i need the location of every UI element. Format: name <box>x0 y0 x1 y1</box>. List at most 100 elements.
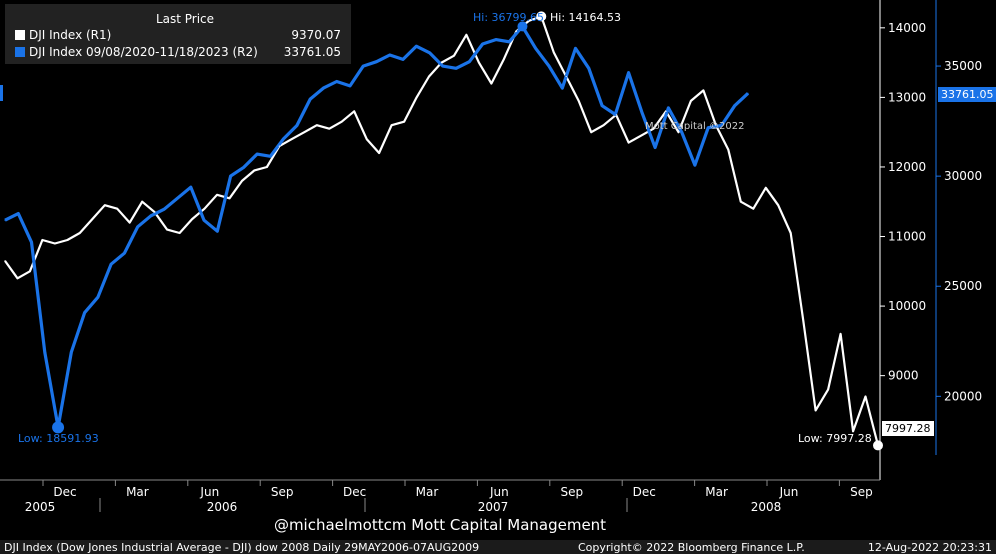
point-white <box>503 58 505 60</box>
point-blue <box>216 230 218 232</box>
point-white <box>191 218 193 220</box>
point-blue <box>309 98 311 100</box>
point-white <box>391 124 393 126</box>
point-blue <box>654 146 656 149</box>
legend-value-r2: 33761.05 <box>283 45 341 59</box>
point-white <box>677 131 680 133</box>
watermark-label: Mott Capital ©2022 <box>645 121 745 132</box>
point-blue <box>482 43 484 45</box>
point-blue <box>123 252 126 254</box>
point-white <box>16 277 19 279</box>
point-blue <box>190 186 192 188</box>
point-white <box>690 100 692 102</box>
point-blue <box>495 39 497 41</box>
point-white <box>665 110 667 112</box>
point-white <box>378 152 380 154</box>
point-white <box>752 208 754 210</box>
x-month-label: Jun <box>779 485 799 499</box>
point-white <box>66 239 68 241</box>
point-white <box>565 75 567 78</box>
axis-r1-tick-label: 9000 <box>888 369 919 383</box>
point-white <box>166 228 168 231</box>
axis-r1-tick-label: 12000 <box>888 160 926 174</box>
x-year-label: 2008 <box>751 500 782 514</box>
point-blue <box>614 113 616 116</box>
point-white <box>428 75 430 78</box>
axis-r1-tick-label: 10000 <box>888 299 926 313</box>
x-month-label: Mar <box>126 485 149 499</box>
point-blue <box>336 80 338 83</box>
plot-area <box>0 0 880 480</box>
low-white-label: Low: 7997.28 <box>798 432 872 445</box>
hi-white-label: Hi: 14164.53 <box>550 11 622 24</box>
point-blue <box>4 219 6 221</box>
point-white <box>291 138 293 140</box>
point-white <box>241 180 243 182</box>
point-white <box>478 62 480 64</box>
point-blue <box>535 47 537 50</box>
point-white <box>440 62 443 64</box>
point-blue <box>163 208 165 210</box>
legend-swatch-white <box>15 30 25 40</box>
x-month-label: Sep <box>560 485 583 499</box>
point-blue <box>229 175 232 177</box>
point-white <box>603 124 605 126</box>
legend-row-r1: DJI Index (R1) 9370.07 <box>15 28 341 42</box>
point-white <box>403 121 405 123</box>
point-white <box>104 204 106 206</box>
x-year-label: 2007 <box>478 500 509 514</box>
point-white <box>415 96 418 98</box>
point-blue <box>694 164 696 166</box>
left-edge-marker <box>0 85 3 101</box>
point-white <box>54 242 56 245</box>
point-blue <box>402 58 404 61</box>
point-white <box>141 201 143 203</box>
low-blue-label: Low: 18591.93 <box>18 432 99 445</box>
low-white-marker <box>873 440 883 451</box>
last-blue-tag: 33761.05 <box>938 87 996 102</box>
point-blue <box>468 61 470 63</box>
last-white-tag: 7997.28 <box>882 421 934 436</box>
point-blue <box>110 263 112 265</box>
point-white <box>765 187 767 189</box>
point-blue <box>296 124 298 127</box>
point-blue <box>137 226 139 228</box>
point-white <box>154 211 156 213</box>
axis-r2-tick-label: 35000 <box>944 59 982 73</box>
axis-r2-tick-label: 20000 <box>944 389 982 403</box>
point-blue <box>707 127 709 129</box>
point-white <box>578 100 580 102</box>
axis-r2-tick-label: 30000 <box>944 169 982 183</box>
point-white <box>839 333 842 335</box>
point-white <box>4 260 6 262</box>
point-white <box>590 131 592 133</box>
point-white <box>41 239 44 241</box>
point-white <box>203 208 206 210</box>
point-white <box>652 128 655 130</box>
point-blue <box>389 54 391 56</box>
point-blue <box>243 166 245 168</box>
point-white <box>515 30 517 32</box>
point-white <box>827 388 829 391</box>
point-blue <box>734 105 736 107</box>
point-blue <box>548 65 550 67</box>
point-blue <box>601 105 603 107</box>
x-month-label: Sep <box>850 485 873 499</box>
chart-marks <box>0 11 883 451</box>
point-white <box>328 128 330 130</box>
footer-bar: DJI Index (Dow Jones Industrial Average … <box>0 540 996 554</box>
point-blue <box>256 153 258 155</box>
x-month-label: Dec <box>633 485 656 499</box>
point-blue <box>150 215 152 217</box>
x-month-label: Dec <box>343 485 366 499</box>
point-white <box>366 138 368 140</box>
point-blue <box>747 92 749 94</box>
legend-label-r1: DJI Index (R1) <box>29 28 112 42</box>
x-month-label: Sep <box>271 485 294 499</box>
point-white <box>777 204 779 206</box>
point-white <box>864 395 867 398</box>
x-year-label: 2005 <box>25 500 56 514</box>
axis-r1-tick-label: 13000 <box>888 90 926 104</box>
point-white <box>852 430 854 432</box>
point-blue <box>176 197 179 199</box>
